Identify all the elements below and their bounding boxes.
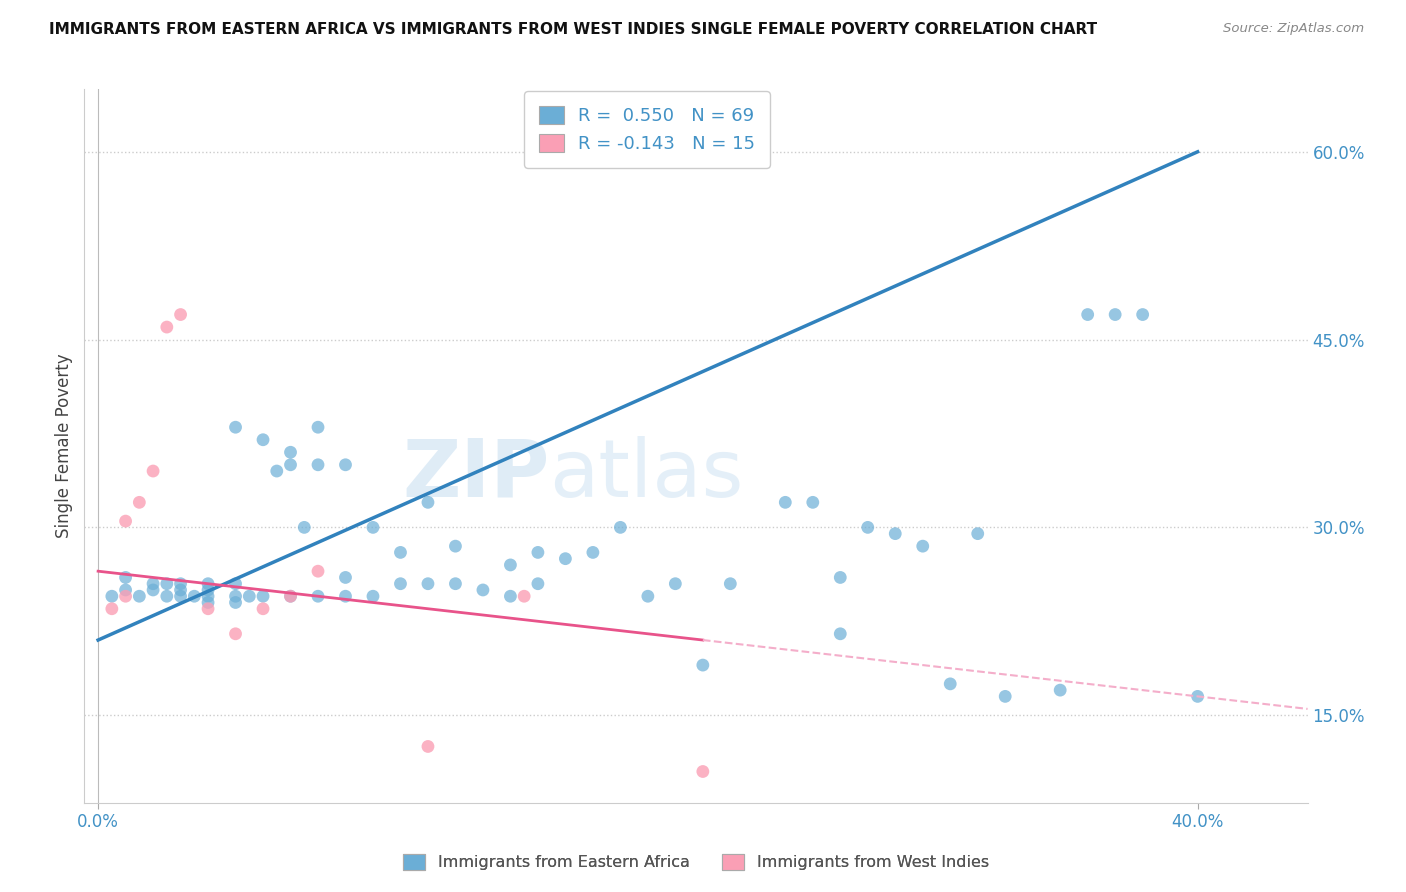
Point bbox=[280, 445, 302, 459]
Point bbox=[183, 589, 205, 603]
Point bbox=[718, 576, 741, 591]
Point bbox=[830, 627, 852, 641]
Point bbox=[775, 495, 797, 509]
Point bbox=[169, 308, 191, 322]
Point bbox=[416, 495, 439, 509]
Text: Source: ZipAtlas.com: Source: ZipAtlas.com bbox=[1223, 22, 1364, 36]
Point bbox=[637, 589, 659, 603]
Point bbox=[252, 433, 274, 447]
Point bbox=[994, 690, 1017, 704]
Point bbox=[856, 520, 879, 534]
Point bbox=[252, 589, 274, 603]
Point bbox=[169, 589, 191, 603]
Point bbox=[554, 551, 576, 566]
Point bbox=[101, 589, 124, 603]
Text: ZIP: ZIP bbox=[402, 435, 550, 514]
Point bbox=[389, 545, 412, 559]
Point bbox=[197, 589, 219, 603]
Point bbox=[939, 677, 962, 691]
Point bbox=[692, 658, 714, 673]
Point bbox=[609, 520, 631, 534]
Point bbox=[513, 589, 536, 603]
Point bbox=[444, 539, 467, 553]
Point bbox=[225, 627, 247, 641]
Point bbox=[114, 514, 136, 528]
Point bbox=[197, 601, 219, 615]
Point bbox=[582, 545, 605, 559]
Point bbox=[169, 576, 191, 591]
Point bbox=[101, 601, 124, 615]
Point bbox=[307, 589, 329, 603]
Text: IMMIGRANTS FROM EASTERN AFRICA VS IMMIGRANTS FROM WEST INDIES SINGLE FEMALE POVE: IMMIGRANTS FROM EASTERN AFRICA VS IMMIGR… bbox=[49, 22, 1097, 37]
Point bbox=[527, 576, 550, 591]
Point bbox=[361, 589, 384, 603]
Point bbox=[1077, 308, 1099, 322]
Point bbox=[444, 576, 467, 591]
Point bbox=[156, 576, 179, 591]
Point bbox=[197, 595, 219, 609]
Point bbox=[280, 589, 302, 603]
Point bbox=[1104, 308, 1126, 322]
Point bbox=[169, 582, 191, 597]
Point bbox=[225, 420, 247, 434]
Point bbox=[225, 589, 247, 603]
Y-axis label: Single Female Poverty: Single Female Poverty bbox=[55, 354, 73, 538]
Point bbox=[471, 582, 494, 597]
Point bbox=[911, 539, 934, 553]
Point bbox=[335, 570, 357, 584]
Point bbox=[142, 582, 165, 597]
Point bbox=[884, 526, 907, 541]
Point bbox=[252, 601, 274, 615]
Point bbox=[142, 464, 165, 478]
Point bbox=[156, 320, 179, 334]
Point bbox=[966, 526, 988, 541]
Point bbox=[416, 739, 439, 754]
Point bbox=[416, 576, 439, 591]
Point bbox=[266, 464, 288, 478]
Point bbox=[197, 576, 219, 591]
Point bbox=[280, 458, 302, 472]
Point bbox=[238, 589, 260, 603]
Legend: Immigrants from Eastern Africa, Immigrants from West Indies: Immigrants from Eastern Africa, Immigran… bbox=[396, 847, 995, 877]
Point bbox=[280, 589, 302, 603]
Point bbox=[156, 589, 179, 603]
Point bbox=[197, 582, 219, 597]
Point bbox=[142, 576, 165, 591]
Point bbox=[389, 576, 412, 591]
Point bbox=[527, 545, 550, 559]
Point bbox=[292, 520, 315, 534]
Point bbox=[114, 582, 136, 597]
Text: atlas: atlas bbox=[550, 435, 744, 514]
Point bbox=[307, 458, 329, 472]
Point bbox=[1187, 690, 1209, 704]
Point bbox=[801, 495, 824, 509]
Point bbox=[114, 570, 136, 584]
Point bbox=[499, 558, 522, 572]
Point bbox=[692, 764, 714, 779]
Point bbox=[664, 576, 686, 591]
Point bbox=[335, 589, 357, 603]
Point bbox=[307, 420, 329, 434]
Point bbox=[114, 589, 136, 603]
Point bbox=[307, 564, 329, 578]
Point bbox=[361, 520, 384, 534]
Point bbox=[225, 576, 247, 591]
Point bbox=[225, 595, 247, 609]
Point bbox=[1132, 308, 1154, 322]
Point bbox=[830, 570, 852, 584]
Point bbox=[128, 589, 150, 603]
Point bbox=[499, 589, 522, 603]
Point bbox=[1049, 683, 1071, 698]
Point bbox=[335, 458, 357, 472]
Point bbox=[128, 495, 150, 509]
